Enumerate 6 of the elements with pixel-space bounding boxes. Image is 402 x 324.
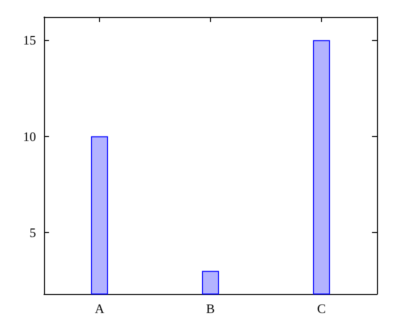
y-tick-label: 5: [30, 224, 36, 240]
x-tick-label: C: [317, 301, 326, 316]
y-tick-label: 15: [23, 32, 36, 48]
x-tick-label: B: [206, 301, 216, 316]
x-tick-label: A: [94, 301, 105, 316]
y-tick-label: 10: [23, 128, 36, 144]
